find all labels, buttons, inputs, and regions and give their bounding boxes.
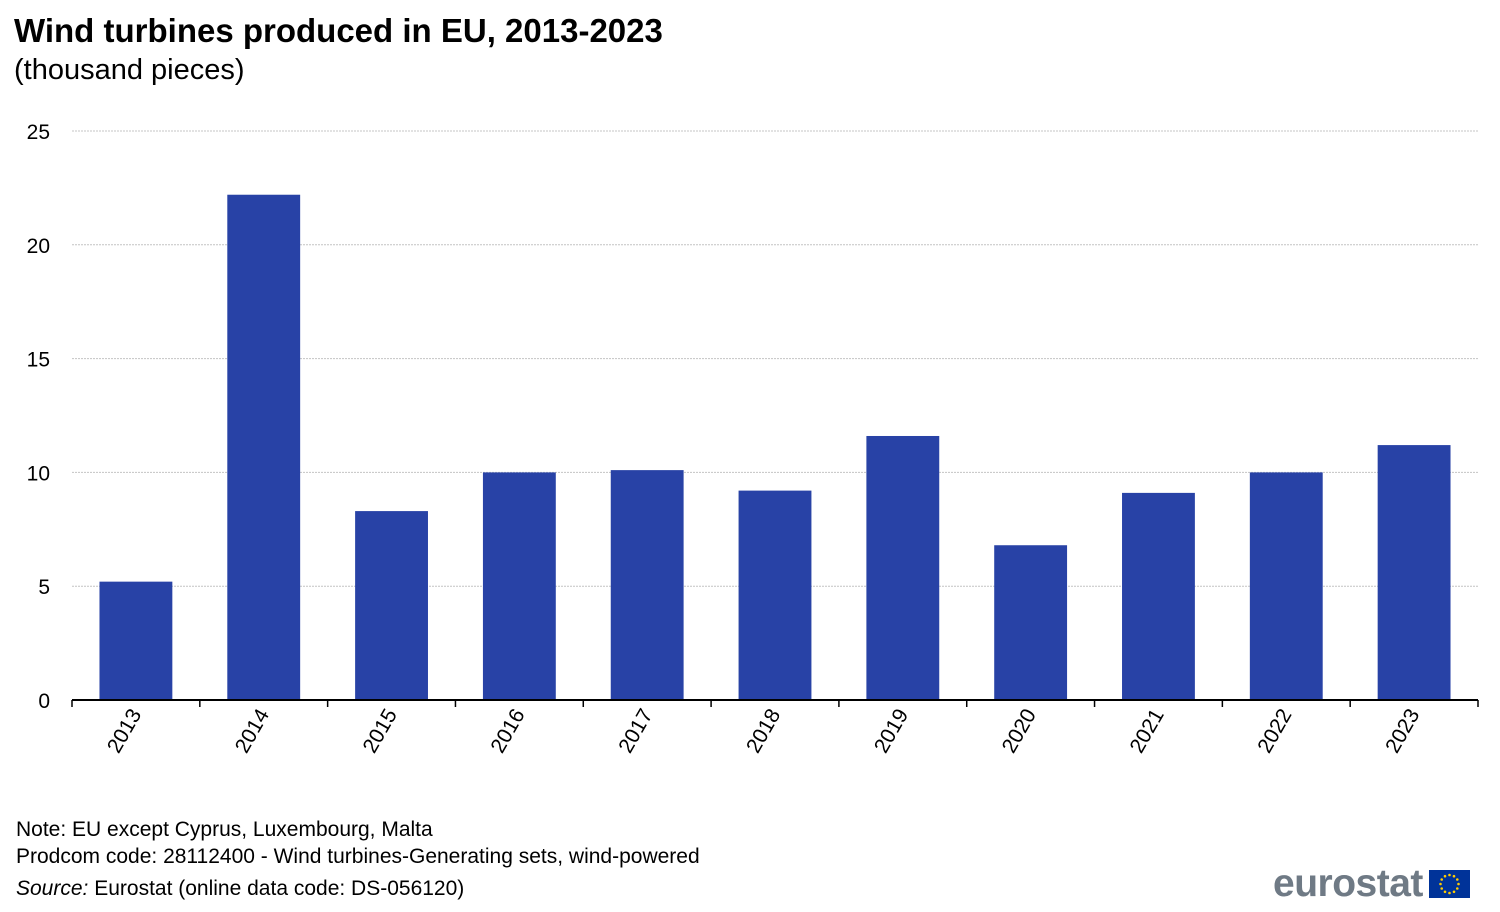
logo-text: eurostat — [1273, 862, 1423, 905]
flag-star — [1452, 874, 1456, 878]
x-tick-label: 2023 — [1381, 705, 1424, 757]
bar-2014 — [227, 194, 301, 700]
bar-chart: 0 5 10 15 20 25 2013 2014 2015 2016 2017 2018 2019 20… — [27, 121, 1479, 757]
bar-2017 — [610, 470, 684, 700]
flag-star — [1440, 887, 1443, 890]
flag-star — [1443, 890, 1447, 894]
footnote-note: Note: EU except Cyprus, Luxembourg, Malt… — [16, 818, 433, 841]
source-text: Eurostat (online data code: DS-056120) — [88, 877, 465, 900]
y-tick-label: 0 — [38, 690, 50, 713]
y-tick-label: 10 — [27, 462, 50, 485]
x-tick-label: 2018 — [742, 705, 785, 757]
x-tick-label: 2019 — [870, 705, 913, 757]
x-tick-label: 2013 — [103, 705, 146, 757]
bar-2019 — [866, 435, 940, 700]
x-tick-label: 2017 — [614, 705, 657, 757]
x-tick-label: 2020 — [998, 705, 1041, 757]
bar-2015 — [355, 511, 428, 700]
y-tick-label: 25 — [27, 121, 50, 144]
flag-star — [1457, 882, 1460, 886]
x-tick-label: 2015 — [359, 705, 402, 757]
bar-2013 — [99, 581, 173, 700]
bar-2023 — [1377, 445, 1451, 700]
bar-2018 — [738, 490, 812, 700]
flag-star — [1455, 878, 1459, 881]
source-label: Source: — [16, 877, 89, 900]
flag-star — [1443, 874, 1447, 878]
bar-2020 — [994, 545, 1068, 700]
flag-star — [1439, 882, 1442, 886]
flag-star — [1455, 887, 1459, 890]
flag-star — [1440, 878, 1443, 881]
x-tick-label: 2021 — [1126, 705, 1169, 757]
flag-star — [1452, 890, 1456, 894]
bar-2021 — [1122, 492, 1195, 700]
eu-flag-icon — [1428, 870, 1470, 898]
flag-star — [1448, 873, 1451, 877]
y-tick-label: 20 — [27, 235, 50, 258]
chart-subtitle: (thousand pieces) — [14, 54, 245, 86]
chart-title: Wind turbines produced in EU, 2013-2023 — [14, 12, 663, 49]
x-tick-label: 2022 — [1253, 705, 1296, 757]
y-tick-label: 5 — [38, 576, 50, 599]
bar-2016 — [482, 472, 556, 700]
x-tick-label: 2014 — [231, 705, 274, 757]
footnote-prodcom: Prodcom code: 28112400 - Wind turbines-G… — [16, 845, 700, 868]
eurostat-logo: eurostat — [1273, 862, 1470, 906]
flag-star — [1448, 891, 1451, 895]
y-tick-label: 15 — [27, 349, 50, 372]
x-tick-label: 2016 — [486, 705, 529, 757]
bar-2022 — [1249, 472, 1323, 700]
footnote-source: Source: Eurostat (online data code: DS-0… — [16, 877, 464, 901]
